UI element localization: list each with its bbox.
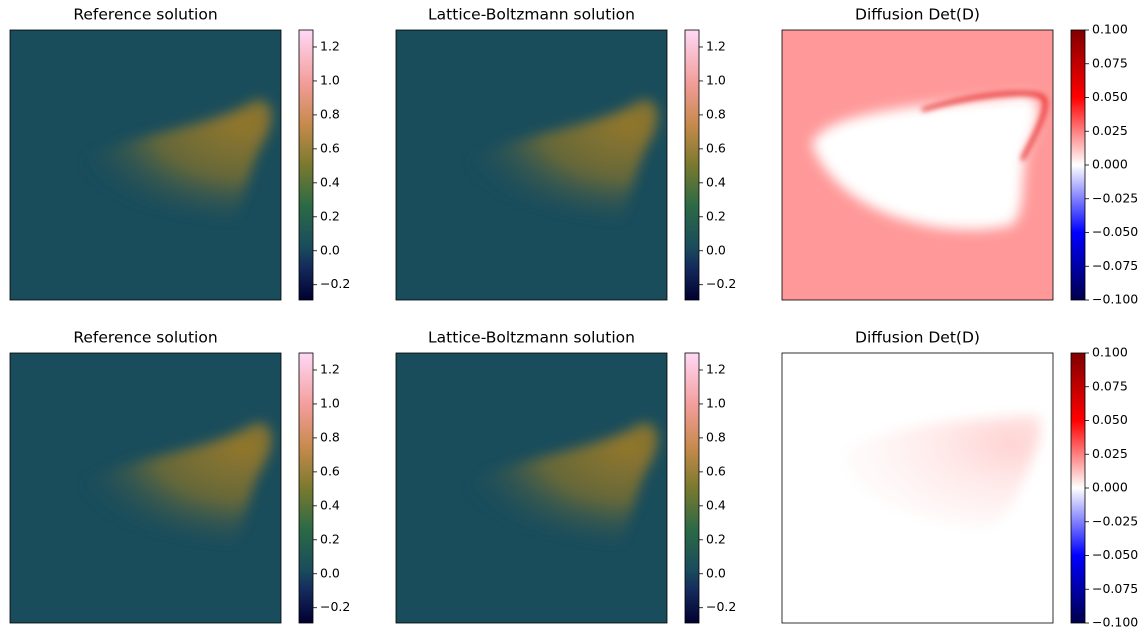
axes-frame xyxy=(9,352,282,624)
colorbar-tick-label: 0.6 xyxy=(706,463,726,478)
axes-frame xyxy=(9,29,282,301)
colorbar-tick-label: −0.2 xyxy=(706,276,736,291)
colorbar-tick-label: 0.000 xyxy=(1092,157,1128,172)
panel-title: Diffusion Det(D) xyxy=(855,6,980,24)
colorbar-tick-label: 1.0 xyxy=(706,395,726,410)
panel-title: Reference solution xyxy=(73,6,217,24)
axes-frame xyxy=(781,352,1054,624)
heatmap xyxy=(10,30,281,300)
colorbar-tick-label: 1.2 xyxy=(320,361,340,376)
colorbar-tick-label: 0.025 xyxy=(1092,123,1128,138)
colorbar xyxy=(298,29,314,301)
colorbar-tick-label: 1.0 xyxy=(706,72,726,87)
colorbar-tick-label: −0.2 xyxy=(320,599,350,614)
colorbar-tick-label: 0.2 xyxy=(320,208,340,223)
colorbar-tick-label: 0.0 xyxy=(706,242,726,257)
colorbar-tick-label: 0.8 xyxy=(706,429,726,444)
axes-frame xyxy=(395,352,668,624)
colorbar-tick-label: 1.0 xyxy=(320,72,340,87)
colorbar-tick-label: 0.025 xyxy=(1092,446,1128,461)
panel-title: Lattice-Boltzmann solution xyxy=(428,329,635,347)
colorbar-tick-label: −0.050 xyxy=(1092,547,1138,562)
colorbar-tick-label: 0.0 xyxy=(320,242,340,257)
colorbar-tick-label: −0.025 xyxy=(1092,513,1138,528)
colorbar-tick-label: −0.2 xyxy=(320,276,350,291)
colorbar-tick-label: −0.100 xyxy=(1092,292,1138,307)
colorbar-tick-label: 0.050 xyxy=(1092,89,1128,104)
colorbar-tick-label: −0.025 xyxy=(1092,190,1138,205)
colorbar-tick-label: 0.2 xyxy=(320,531,340,546)
colorbar-tick-label: 0.075 xyxy=(1092,55,1128,70)
colorbar-tick-label: −0.2 xyxy=(706,599,736,614)
colorbar-tick-label: 0.6 xyxy=(706,140,726,155)
colorbar-tick-label: 0.050 xyxy=(1092,412,1128,427)
colorbar-tick-label: 0.000 xyxy=(1092,480,1128,495)
colorbar-tick-label: 0.8 xyxy=(320,106,340,121)
heatmap xyxy=(396,30,667,300)
heatmap xyxy=(782,353,1053,623)
colorbar-tick-label: 0.2 xyxy=(706,208,726,223)
image-blob xyxy=(461,422,658,543)
colorbar xyxy=(1070,352,1086,624)
colorbar-tick-label: 0.6 xyxy=(320,140,340,155)
colorbar-tick-label: 0.4 xyxy=(706,497,726,512)
colorbar-tick-label: 0.0 xyxy=(320,565,340,580)
image-blob xyxy=(75,422,272,543)
image-stripe xyxy=(921,91,1047,161)
heatmap xyxy=(396,353,667,623)
heatmap xyxy=(782,30,1053,300)
colorbar-tick-label: 0.4 xyxy=(320,497,340,512)
colorbar-tick-label: 1.2 xyxy=(706,38,726,53)
axes-frame xyxy=(781,29,1054,301)
image-blob xyxy=(812,94,1039,230)
colorbar-tick-label: −0.075 xyxy=(1092,258,1138,273)
panel-title: Reference solution xyxy=(73,329,217,347)
colorbar-tick-label: 0.2 xyxy=(706,531,726,546)
colorbar-tick-label: 0.4 xyxy=(706,174,726,189)
colorbar xyxy=(684,29,700,301)
colorbar-tick-label: 0.0 xyxy=(706,565,726,580)
heatmap xyxy=(10,353,281,623)
image-blob xyxy=(75,99,272,220)
panel-title: Lattice-Boltzmann solution xyxy=(428,6,635,24)
colorbar-tick-label: 1.2 xyxy=(320,38,340,53)
colorbar-tick-label: 0.075 xyxy=(1092,378,1128,393)
panel-title: Diffusion Det(D) xyxy=(855,329,980,347)
axes-frame xyxy=(395,29,668,301)
colorbar-tick-label: 0.100 xyxy=(1092,345,1128,360)
colorbar-tick-label: 1.0 xyxy=(320,395,340,410)
image-blob xyxy=(461,99,658,220)
colorbar xyxy=(298,352,314,624)
colorbar-tick-label: 0.4 xyxy=(320,174,340,189)
colorbar xyxy=(684,352,700,624)
colorbar-tick-label: 0.8 xyxy=(320,429,340,444)
colorbar-tick-label: −0.050 xyxy=(1092,224,1138,239)
colorbar-tick-label: 1.2 xyxy=(706,361,726,376)
colorbar-tick-label: 0.6 xyxy=(320,463,340,478)
image-blob xyxy=(842,415,1042,528)
colorbar-tick-label: −0.100 xyxy=(1092,615,1138,630)
colorbar-tick-label: −0.075 xyxy=(1092,581,1138,596)
colorbar-tick-label: 0.8 xyxy=(706,106,726,121)
colorbar-tick-label: 0.100 xyxy=(1092,22,1128,37)
colorbar xyxy=(1070,29,1086,301)
